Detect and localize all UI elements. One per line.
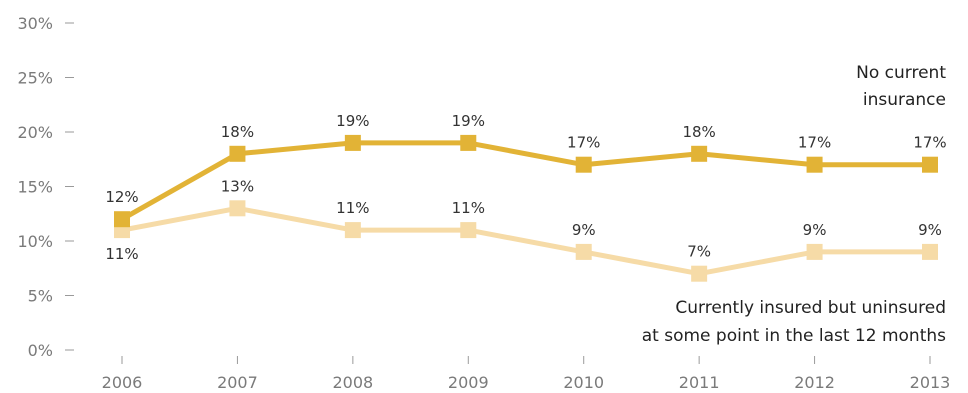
x-tick-label: 2007 (217, 373, 258, 392)
y-tick-label: 25% (17, 69, 53, 88)
data-label-0: 19% (336, 112, 369, 130)
series-marker-1 (229, 200, 246, 217)
x-tick-label: 2006 (102, 373, 143, 392)
x-tick-label: 2013 (910, 373, 951, 392)
data-label-0: 12% (105, 188, 138, 206)
data-label-1: 11% (105, 245, 138, 263)
data-label-0: 18% (682, 123, 715, 141)
data-label-1: 13% (221, 177, 254, 195)
series-marker-1 (344, 222, 361, 239)
x-tick-label: 2010 (563, 373, 604, 392)
series-layer (114, 134, 938, 282)
series-marker-0 (229, 145, 246, 162)
series-marker-0 (114, 211, 130, 228)
x-tick-label: 2011 (679, 373, 720, 392)
data-label-0: 17% (913, 134, 946, 152)
data-labels: 12% 18% 19% 19% 17% 18% 17% 17% 11% 13% 11% 11% 9% 7%… (105, 112, 946, 263)
series-marker-1 (460, 222, 477, 239)
data-label-1: 9% (803, 221, 827, 239)
series-marker-1 (691, 265, 708, 282)
data-label-1: 9% (918, 221, 942, 239)
series-labels: No current insurance Currently insured but… (642, 63, 947, 346)
data-label-0: 17% (798, 134, 831, 152)
x-tick-label: 2008 (332, 373, 373, 392)
data-label-0: 19% (452, 112, 485, 130)
data-label-0: 18% (221, 123, 254, 141)
series-name-1: Currently insured but uninsured (675, 298, 946, 318)
series-marker-0 (806, 156, 823, 173)
series-name-0: insurance (863, 90, 946, 110)
series-line-0 (120, 140, 930, 222)
series-marker-0 (460, 134, 477, 151)
data-label-1: 7% (687, 243, 711, 261)
series-marker-0 (575, 156, 592, 173)
data-label-1: 11% (452, 199, 485, 217)
y-tick-label: 15% (17, 178, 53, 197)
series-name-1: at some point in the last 12 months (642, 326, 946, 346)
y-tick-label: 10% (17, 232, 53, 251)
series-name-0: No current (856, 63, 946, 83)
y-tick-label: 20% (17, 123, 53, 142)
data-label-0: 17% (567, 134, 600, 152)
data-label-1: 11% (336, 199, 369, 217)
series-marker-0 (691, 145, 708, 162)
series-marker-0 (344, 134, 361, 151)
x-tick-label: 2012 (794, 373, 835, 392)
series-marker-1 (806, 243, 823, 260)
series-marker-1 (575, 243, 592, 260)
y-tick-label: 30% (17, 14, 53, 33)
y-tick-label: 5% (28, 287, 53, 306)
data-label-1: 9% (572, 221, 596, 239)
x-tick-label: 2009 (448, 373, 489, 392)
series-line-1 (121, 205, 930, 277)
series-marker-1 (922, 243, 938, 260)
y-axis: 0% 5% 10% 15% 20% 25% 30% (17, 14, 74, 360)
y-tick-label: 0% (28, 341, 53, 360)
x-axis: 2006 2007 2008 2009 2010 2011 2012 2013 (102, 356, 951, 392)
series-marker-0 (922, 156, 938, 173)
